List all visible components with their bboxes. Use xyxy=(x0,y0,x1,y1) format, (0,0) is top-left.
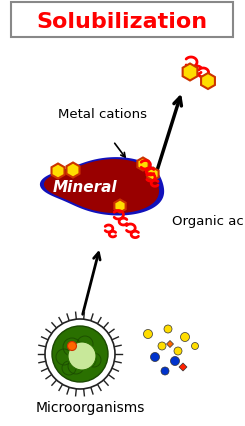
Polygon shape xyxy=(44,160,159,214)
Circle shape xyxy=(144,330,152,339)
Circle shape xyxy=(164,325,172,333)
Polygon shape xyxy=(147,168,159,181)
Circle shape xyxy=(150,353,159,362)
Circle shape xyxy=(68,342,96,370)
Circle shape xyxy=(52,326,108,382)
Text: Metal cations: Metal cations xyxy=(58,108,147,121)
Polygon shape xyxy=(167,341,173,348)
Polygon shape xyxy=(40,158,164,216)
Polygon shape xyxy=(66,163,79,178)
Text: Solubilization: Solubilization xyxy=(37,12,208,32)
Circle shape xyxy=(158,342,166,350)
Polygon shape xyxy=(51,164,64,179)
Circle shape xyxy=(161,367,169,375)
Text: Organic acid: Organic acid xyxy=(172,215,245,228)
Polygon shape xyxy=(114,200,126,213)
Polygon shape xyxy=(179,363,187,371)
Polygon shape xyxy=(201,74,215,90)
Circle shape xyxy=(171,357,180,366)
Polygon shape xyxy=(183,64,197,81)
Polygon shape xyxy=(137,158,149,171)
Circle shape xyxy=(45,319,115,389)
FancyBboxPatch shape xyxy=(11,3,233,38)
Text: Mineral: Mineral xyxy=(53,180,117,195)
Text: Microorganisms: Microorganisms xyxy=(35,400,145,414)
Circle shape xyxy=(192,343,198,350)
Circle shape xyxy=(174,347,182,355)
Circle shape xyxy=(181,333,189,342)
Circle shape xyxy=(68,342,76,351)
